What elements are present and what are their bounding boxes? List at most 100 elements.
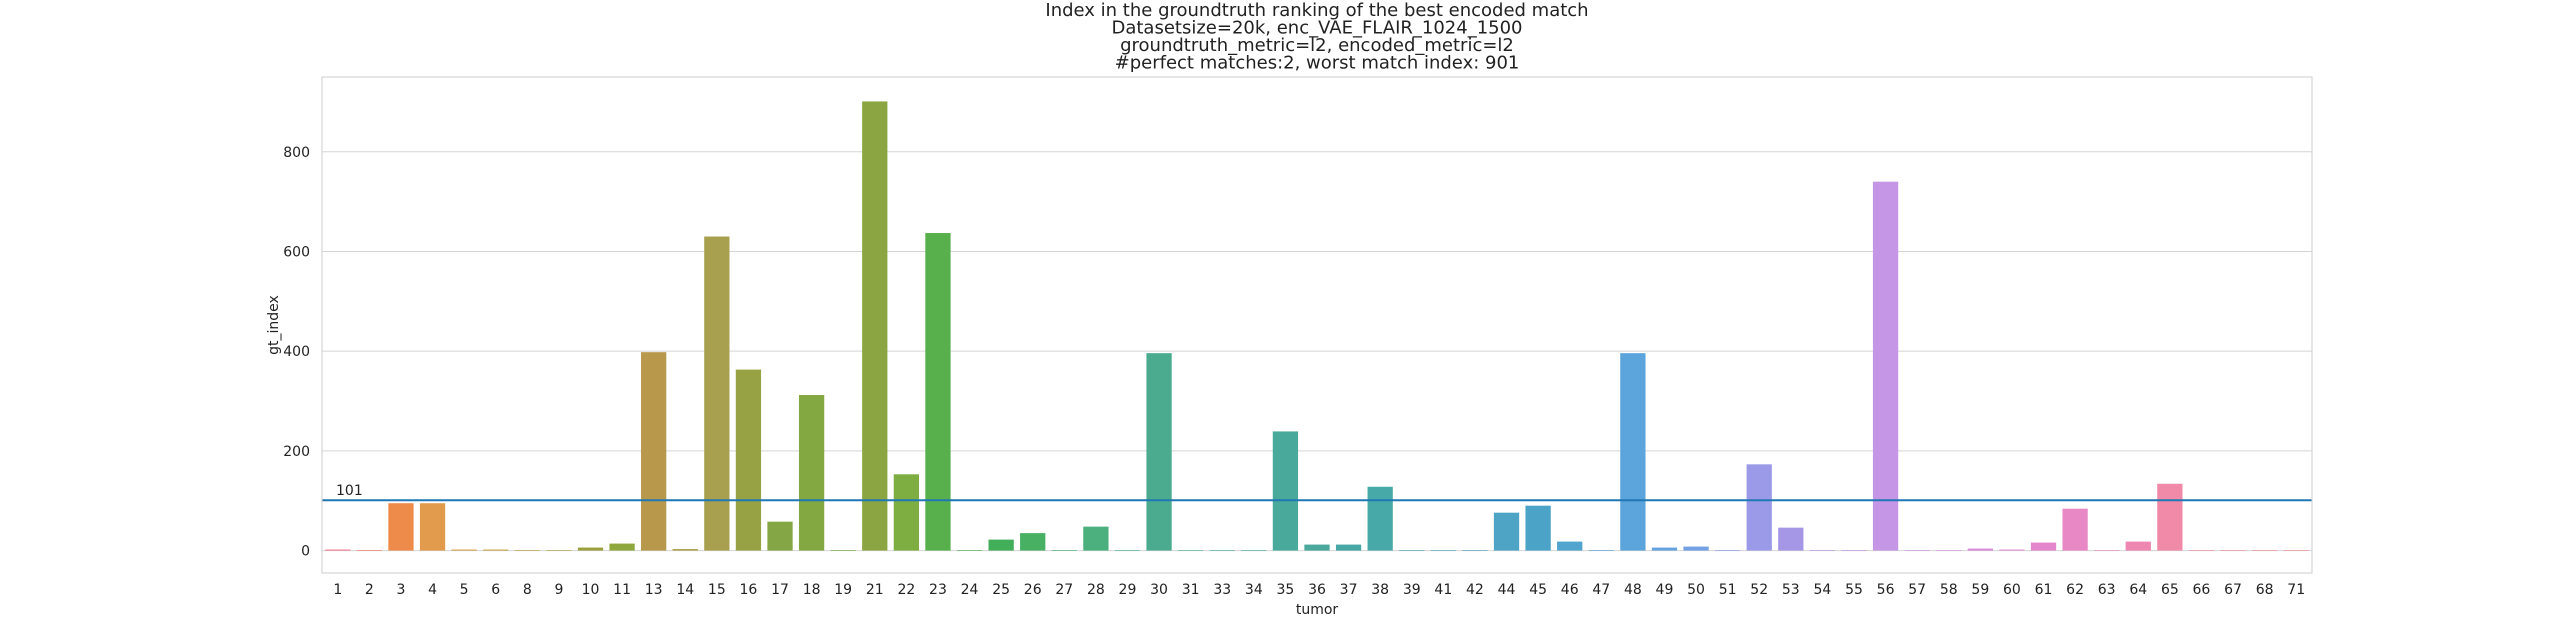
x-tick-label: 55 <box>1845 582 1863 598</box>
x-tick-label: 50 <box>1687 582 1705 598</box>
x-tick-label: 53 <box>1782 582 1800 598</box>
x-tick-label: 27 <box>1055 582 1073 598</box>
bar <box>1525 505 1551 551</box>
bar <box>862 101 888 551</box>
x-tick-label: 41 <box>1434 582 1452 598</box>
y-tick-labels: 0 200 400 600 800 <box>283 145 310 560</box>
y-tick-label: 0 <box>301 544 310 560</box>
x-tick-label: 68 <box>2256 582 2274 598</box>
bar <box>1620 353 1646 551</box>
x-tick-label: 39 <box>1403 582 1421 598</box>
x-tick-label: 23 <box>929 582 947 598</box>
bar <box>577 547 604 551</box>
title-line: Datasetsize=20k, enc_VAE_FLAIR_1024_1500 <box>1111 18 1522 39</box>
x-tick-label: 37 <box>1340 582 1358 598</box>
y-tick-label: 400 <box>283 344 310 360</box>
y-axis-label: gt_index <box>266 295 282 355</box>
bar <box>830 550 856 551</box>
x-tick-label: 10 <box>582 582 600 598</box>
x-tick-label: 4 <box>428 582 437 598</box>
bar <box>1557 541 1583 551</box>
x-tick-label: 13 <box>645 582 663 598</box>
x-tick-label: 48 <box>1624 582 1642 598</box>
x-tick-label: 66 <box>2193 582 2211 598</box>
bar <box>1651 547 1678 551</box>
plot-frame <box>321 76 2313 574</box>
bar <box>1967 548 1993 551</box>
x-tick-label: 25 <box>992 582 1010 598</box>
x-tick-label: 33 <box>1213 582 1231 598</box>
bar <box>641 352 667 551</box>
bar <box>1335 544 1362 551</box>
bar <box>388 503 414 551</box>
bar <box>356 550 383 551</box>
x-tick-label: 62 <box>2066 582 2084 598</box>
bar <box>546 550 572 551</box>
gridlines <box>322 151 2312 552</box>
bar <box>1904 550 1930 551</box>
bar <box>325 549 351 551</box>
bar <box>2030 542 2057 551</box>
reference-line-label: 101 <box>336 483 363 499</box>
bar <box>2125 541 2151 551</box>
x-tick-label: 14 <box>676 582 694 598</box>
bar <box>451 549 477 551</box>
bar <box>1462 550 1488 551</box>
bar <box>735 369 762 551</box>
bar <box>1588 550 1614 551</box>
bar <box>2220 550 2246 551</box>
bar <box>1683 546 1709 551</box>
x-tick-label: 3 <box>397 582 406 598</box>
bar <box>1241 550 1267 551</box>
bar <box>925 233 951 551</box>
x-tick-label: 71 <box>2287 582 2305 598</box>
x-axis-label: tumor <box>1296 602 1339 618</box>
bar <box>1083 526 1109 551</box>
x-tick-label: 47 <box>1592 582 1610 598</box>
x-tick-label: 54 <box>1813 582 1831 598</box>
y-tick-label: 600 <box>283 244 310 260</box>
bar <box>1715 550 1741 551</box>
x-tick-label: 15 <box>708 582 726 598</box>
bar <box>1272 431 1299 551</box>
x-tick-label: 38 <box>1371 582 1389 598</box>
bar <box>419 503 446 551</box>
x-tick-label: 1 <box>333 582 342 598</box>
bar <box>1872 181 1899 551</box>
bar <box>1778 527 1804 551</box>
x-tick-label: 8 <box>523 582 532 598</box>
bar <box>2157 483 2183 551</box>
bar <box>1209 550 1235 551</box>
bar <box>1051 550 1077 551</box>
bars <box>325 101 2309 551</box>
bar <box>1809 550 1836 551</box>
bar <box>956 550 983 551</box>
x-tick-label: 60 <box>2003 582 2021 598</box>
x-tick-labels: 1 2 3 4 5 6 8 9 10 11 13 14 15 16 17 18 19 21 22 23 24 25 26 27… <box>333 582 2305 598</box>
x-tick-label: 45 <box>1529 582 1547 598</box>
bar <box>988 539 1014 551</box>
bar <box>1399 550 1425 551</box>
bar <box>2062 508 2088 551</box>
bar <box>483 549 509 551</box>
x-tick-label: 22 <box>897 582 915 598</box>
bar <box>704 236 730 551</box>
bar <box>1114 550 1141 551</box>
x-tick-label: 2 <box>365 582 374 598</box>
reference-line-group: 101 <box>322 483 2312 502</box>
bar <box>798 395 825 551</box>
x-tick-label: 9 <box>554 582 563 598</box>
x-tick-label: 18 <box>803 582 821 598</box>
bar <box>1430 550 1456 551</box>
bar <box>1020 533 1046 551</box>
x-tick-label: 31 <box>1182 582 1200 598</box>
bar <box>514 550 540 551</box>
x-tick-label: 46 <box>1561 582 1579 598</box>
x-tick-label: 28 <box>1087 582 1105 598</box>
bar <box>2094 550 2120 551</box>
bar <box>1746 464 1772 551</box>
x-tick-label: 35 <box>1276 582 1294 598</box>
x-tick-label: 30 <box>1150 582 1168 598</box>
y-tick-label: 800 <box>283 145 310 161</box>
